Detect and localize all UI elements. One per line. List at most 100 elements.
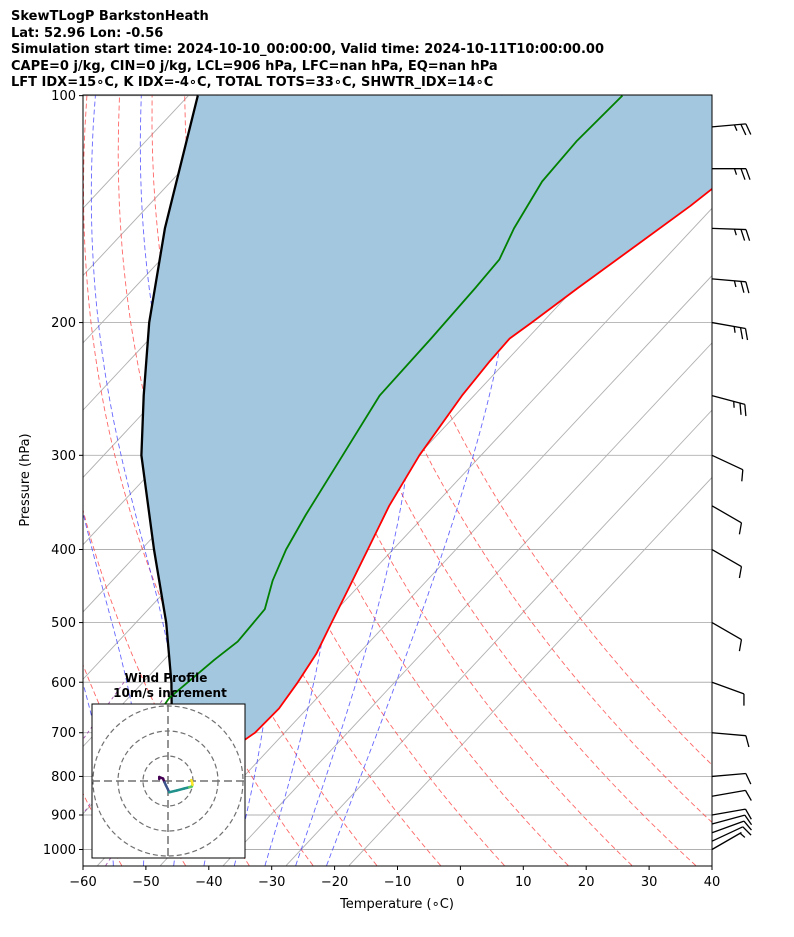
barb-staff bbox=[711, 123, 746, 128]
x-tick-label: −50 bbox=[132, 875, 159, 890]
wind-barb bbox=[711, 826, 752, 842]
x-tick-label: 30 bbox=[641, 875, 658, 890]
barb-staff bbox=[711, 321, 746, 330]
moist-adiabat-10 bbox=[90, 95, 181, 866]
barb-flag bbox=[739, 327, 744, 340]
barb-staff bbox=[711, 772, 746, 778]
x-tick-label: 10 bbox=[515, 875, 532, 890]
dry-adiabat-90 bbox=[281, 95, 697, 866]
barb-staff bbox=[711, 394, 746, 406]
wind-barb bbox=[711, 622, 743, 652]
barb-flag bbox=[745, 123, 752, 135]
moist-adiabat-35 bbox=[326, 95, 514, 866]
wind-barb bbox=[711, 321, 749, 341]
hodograph-trace bbox=[168, 789, 178, 794]
wind-barb bbox=[711, 123, 752, 136]
y-tick-label: 100 bbox=[51, 89, 76, 104]
time-text: Simulation start time: 2024-10-10_00:00:… bbox=[11, 42, 604, 58]
barb-staff bbox=[711, 227, 747, 231]
cape-shading bbox=[141, 95, 712, 850]
wind-barb bbox=[711, 454, 744, 482]
barb-staff bbox=[711, 681, 745, 695]
barb-flag bbox=[738, 639, 743, 652]
hodograph-trace bbox=[190, 778, 194, 783]
barb-staff bbox=[711, 826, 744, 842]
barb-flag bbox=[745, 281, 750, 294]
barb-flag bbox=[744, 814, 753, 826]
barb-staff bbox=[711, 454, 744, 471]
axes: −60 −50 −40 −30 −20 −10 0 10 20 30 40 1000 900 800 700… bbox=[43, 89, 720, 890]
barb-flag bbox=[744, 790, 752, 801]
barb-flag bbox=[745, 229, 751, 241]
y-tick-label: 300 bbox=[51, 449, 76, 464]
barb-flag bbox=[738, 566, 743, 579]
barb-flag bbox=[744, 404, 747, 417]
barb-staff bbox=[711, 814, 746, 825]
barb-staff bbox=[711, 789, 746, 797]
isotherm-10 bbox=[160, 274, 712, 866]
barb-flag bbox=[740, 168, 746, 180]
wind-barb bbox=[711, 681, 745, 706]
hodograph-subtitle: 10m/s increment bbox=[113, 686, 227, 700]
x-axis-label: Temperature (∘C) bbox=[339, 897, 454, 912]
isotherm--90 bbox=[83, 95, 252, 277]
barb-flag bbox=[742, 826, 752, 836]
location-text: Lat: 52.96 Lon: -0.56 bbox=[11, 25, 164, 41]
chart-header: SkewTLogP BarkstonHeath Lat: 52.96 Lon: … bbox=[11, 9, 604, 92]
hodograph-title: Wind Profile bbox=[125, 671, 208, 685]
barb-flag bbox=[740, 281, 745, 293]
barb-flag bbox=[738, 522, 743, 535]
barb-staff bbox=[711, 808, 746, 816]
barb-staff bbox=[711, 732, 746, 737]
y-tick-label: 1000 bbox=[43, 843, 76, 858]
wind-barb bbox=[711, 814, 753, 826]
dry-adiabat-70 bbox=[216, 95, 569, 866]
wind-barb bbox=[711, 505, 743, 535]
barb-staff bbox=[711, 820, 745, 834]
dry-adiabat-40 bbox=[117, 95, 378, 866]
dry-adiabat-110 bbox=[347, 95, 712, 766]
chart-title: SkewTLogP BarkstonHeath bbox=[11, 9, 209, 24]
barb-half-flag bbox=[733, 228, 737, 236]
wind-barb bbox=[711, 227, 751, 241]
barb-half-flag bbox=[733, 280, 737, 288]
barb-staff bbox=[711, 831, 742, 851]
y-tick-label: 700 bbox=[51, 726, 76, 741]
wind-barb bbox=[712, 168, 751, 180]
y-tick-label: 600 bbox=[51, 676, 76, 691]
wind-barb bbox=[711, 789, 752, 801]
isotherm-20 bbox=[223, 342, 712, 866]
barb-staff bbox=[711, 278, 746, 283]
barb-flag bbox=[744, 328, 749, 341]
cape-cin-area bbox=[141, 95, 712, 850]
wind-barb bbox=[711, 394, 747, 417]
barb-staff bbox=[711, 505, 742, 524]
y-tick-label: 800 bbox=[51, 770, 76, 785]
barb-flag bbox=[745, 168, 751, 180]
x-tick-label: −10 bbox=[384, 875, 411, 890]
wind-barb bbox=[711, 808, 752, 820]
y-tick-label: 900 bbox=[51, 809, 76, 824]
wind-barb bbox=[711, 732, 750, 748]
isotherm-30 bbox=[285, 409, 712, 866]
x-tick-label: 40 bbox=[704, 875, 721, 890]
x-tick-label: −30 bbox=[258, 875, 285, 890]
y-tick-label: 400 bbox=[51, 543, 76, 558]
barb-half-flag bbox=[739, 832, 746, 838]
x-tick-label: −40 bbox=[195, 875, 222, 890]
barb-flag bbox=[740, 229, 746, 241]
barb-flag bbox=[745, 735, 750, 748]
wind-barb bbox=[711, 548, 743, 579]
wind-barb bbox=[711, 831, 746, 851]
barb-half-flag bbox=[733, 124, 738, 131]
barb-half-flag bbox=[733, 168, 738, 175]
barb-flag bbox=[743, 820, 752, 831]
stability-indices-text: CAPE=0 j/kg, CIN=0 j/kg, LCL=906 hPa, LF… bbox=[11, 58, 498, 74]
x-tick-label: 20 bbox=[578, 875, 595, 890]
barb-staff bbox=[711, 548, 742, 568]
x-tick-label: −20 bbox=[321, 875, 348, 890]
y-tick-label: 200 bbox=[51, 316, 76, 331]
barb-flag bbox=[740, 124, 747, 136]
